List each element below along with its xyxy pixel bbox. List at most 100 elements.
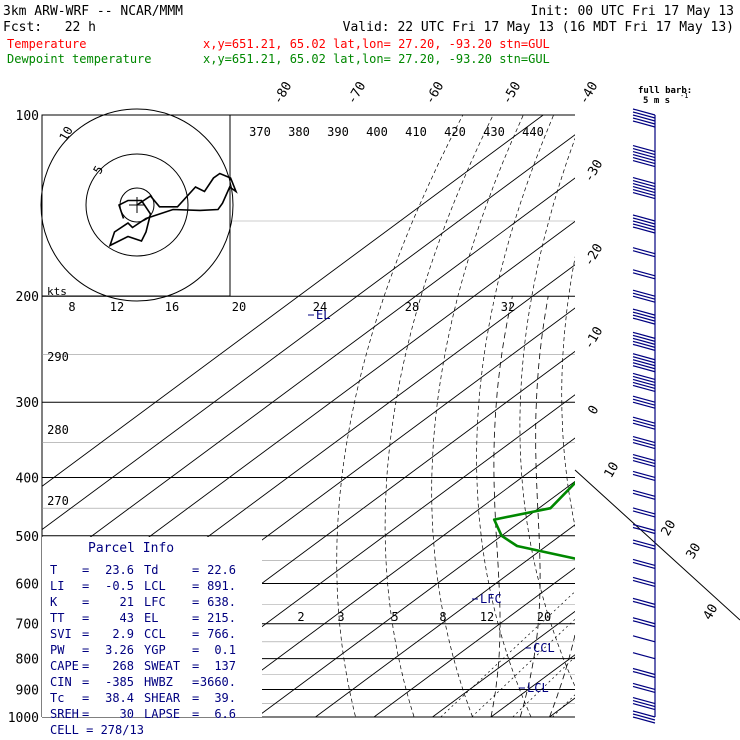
wind-barb [632, 223, 656, 231]
parcel-key: LI [50, 579, 64, 593]
isotherm-label: -20 [582, 241, 607, 269]
theta-e-label: 270 [47, 494, 69, 508]
pressure-label-1000: 1000 [8, 711, 39, 726]
pressure-label-500: 500 [16, 530, 39, 545]
wind-barb [632, 561, 656, 569]
wind-barb [632, 526, 656, 535]
mixing-ratio-line [588, 583, 723, 717]
temperature-location: x,y=651.21, 65.02 lat,lon= 27.20, -93.20… [203, 37, 550, 51]
wind-barb [632, 183, 656, 191]
wind-barb [632, 337, 656, 345]
wind-barb [632, 492, 656, 500]
hodograph-speed-label: 20 [232, 300, 246, 314]
isotherm [432, 610, 575, 717]
temperature-line [629, 115, 740, 717]
wind-barb [632, 456, 656, 465]
moist-adiabat [579, 296, 644, 717]
moist-adiabat [549, 632, 575, 717]
parcel-key: CAPE [50, 659, 79, 673]
wind-barb [632, 311, 656, 319]
wind-barb [632, 192, 656, 200]
wind-barb [632, 459, 656, 468]
wind-barb [632, 356, 656, 364]
wind-barb [632, 652, 656, 660]
isotherm-label: 10 [602, 460, 623, 481]
hodograph-speed-label: 12 [110, 300, 124, 314]
parcel-info-title: Parcel Info [88, 541, 174, 556]
annotation-ccl: CCL [533, 641, 555, 655]
wind-barb [632, 362, 656, 370]
parcel-eq: = [192, 595, 199, 609]
temperature-legend: Temperature [7, 37, 86, 51]
theta-label: 370 [249, 125, 271, 139]
mixing-ratio-label: 5 [391, 610, 398, 624]
isotherm [42, 115, 544, 487]
moist-adiabat [519, 296, 549, 717]
isotherm-label: -30 [582, 157, 607, 185]
hodograph-speed-label: 28 [405, 300, 419, 314]
moist-adiabat [490, 296, 513, 717]
parcel-key: CCL [144, 627, 166, 641]
wind-barb [632, 507, 656, 515]
wind-barb [632, 713, 656, 721]
theta-label: 410 [405, 125, 427, 139]
wind-barb [632, 703, 656, 711]
isotherm [549, 697, 575, 717]
wind-barb [632, 314, 656, 322]
parcel-value: 30 [120, 707, 134, 721]
hodograph-ring-label: 10 [56, 124, 75, 144]
parcel-value: -385 [105, 675, 134, 689]
isotherm-label: 20 [659, 518, 680, 539]
parcel-value: 3660. [200, 675, 236, 689]
isotherm-label: 40 [701, 602, 722, 623]
wind-barb [632, 416, 656, 424]
wind-barb [632, 177, 656, 185]
wind-barb [632, 395, 656, 403]
parcel-key: Tc [50, 691, 64, 705]
parcel-eq: = [82, 563, 89, 577]
wind-barb [632, 180, 656, 188]
wind-barb [632, 226, 656, 234]
parcel-key: CIN [50, 675, 72, 689]
parcel-value: 43 [120, 611, 134, 625]
wind-barb [632, 295, 656, 303]
wind-barb [632, 682, 656, 691]
wind-barb [632, 289, 656, 297]
isotherm [373, 567, 575, 717]
mixing-ratio-label: 2 [297, 610, 304, 624]
parcel-key: LAPSE [144, 707, 180, 721]
theta-label: 430 [483, 125, 505, 139]
hodograph-trace [108, 172, 238, 248]
parcel-key: LFC [144, 595, 166, 609]
wind-barb [632, 419, 656, 427]
parcel-eq: = [82, 691, 89, 705]
parcel-value: 39. [214, 691, 236, 705]
parcel-value: -0.5 [105, 579, 134, 593]
wind-barb [632, 558, 656, 566]
wind-barb [632, 710, 656, 718]
wind-barb [632, 381, 656, 390]
pressure-label-700: 700 [16, 618, 39, 633]
theta-e-label: 290 [47, 350, 69, 364]
dry-adiabat [716, 115, 740, 730]
hodograph-speed-label: 32 [501, 300, 515, 314]
wind-barb [632, 156, 656, 165]
parcel-value: 891. [207, 579, 236, 593]
fcst-label: Fcst: [3, 20, 42, 35]
parcel-key: SHEAR [144, 691, 181, 705]
theta-label: 400 [366, 125, 388, 139]
isotherm-label: -60 [423, 79, 448, 107]
parcel-key: SWEAT [144, 659, 180, 673]
parcel-eq: = [82, 579, 89, 593]
wind-barb [632, 378, 656, 387]
mixing-ratio-label: 8 [439, 610, 446, 624]
wind-barb [632, 214, 656, 222]
wind-barb [632, 398, 656, 406]
parcel-eq: = [82, 643, 89, 657]
isotherm [198, 437, 575, 717]
isotherm-label: 0 [586, 403, 603, 417]
pressure-label-200: 200 [16, 290, 39, 305]
annotation-lcl: LCL [527, 681, 549, 695]
parcel-value: 22.6 [207, 563, 236, 577]
wind-barb [632, 384, 656, 393]
